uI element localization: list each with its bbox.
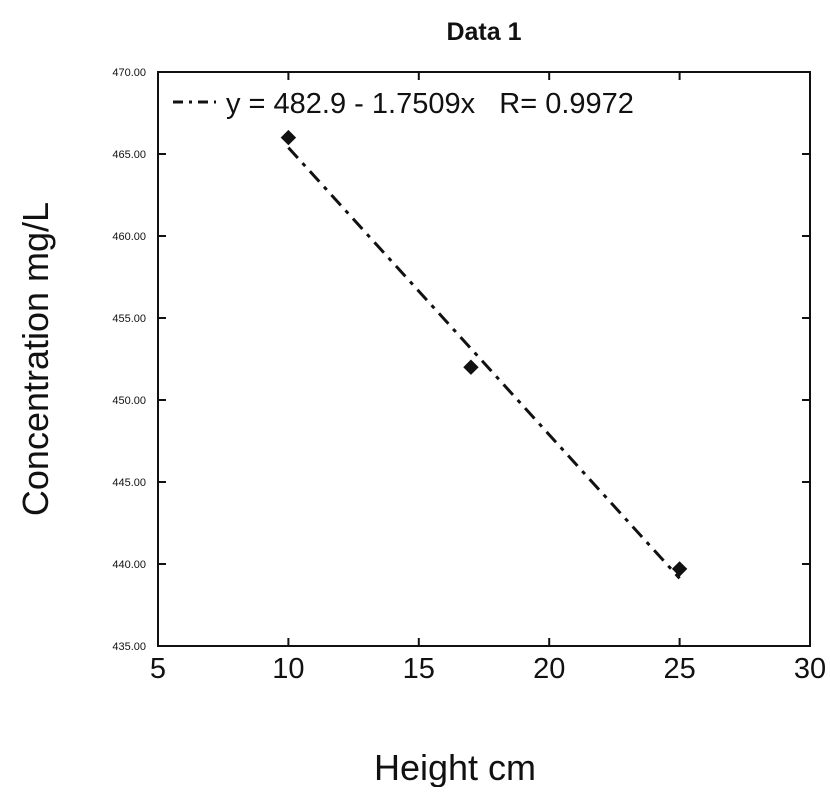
y-tick-label: 465.00	[112, 149, 146, 161]
legend-equation: y = 482.9 - 1.7509x R= 0.9972	[226, 88, 634, 120]
ticks-layer: 5 10 15 20 25 30 435.00 440.00 445.00 450.00 455.0…	[112, 67, 826, 685]
chart-title: Data 1	[446, 18, 521, 46]
y-tick-label: 450.00	[112, 395, 146, 407]
points-layer	[280, 129, 688, 577]
y-tick-label: 440.00	[112, 559, 146, 571]
y-tick-label: 445.00	[112, 477, 146, 489]
y-tick-label: 470.00	[112, 67, 146, 79]
y-axis-label: Concentration mg/L	[15, 202, 56, 516]
x-tick-label: 15	[403, 653, 435, 685]
x-tick-label: 10	[272, 653, 304, 685]
y-tick-label: 435.00	[112, 641, 146, 653]
data-point	[280, 129, 297, 146]
x-tick-label: 20	[533, 653, 565, 685]
data-point	[671, 561, 688, 577]
x-tick-label: 30	[794, 653, 826, 685]
x-tick-label: 25	[663, 653, 695, 685]
trendline-layer	[287, 146, 681, 580]
trendline	[287, 146, 681, 580]
y-tick-label: 460.00	[112, 231, 146, 243]
x-axis-label: Height cm	[374, 747, 536, 787]
plot-area-frame	[157, 71, 811, 647]
data-point	[463, 359, 479, 375]
y-tick-label: 455.00	[112, 313, 146, 325]
x-tick-label: 5	[150, 653, 166, 685]
